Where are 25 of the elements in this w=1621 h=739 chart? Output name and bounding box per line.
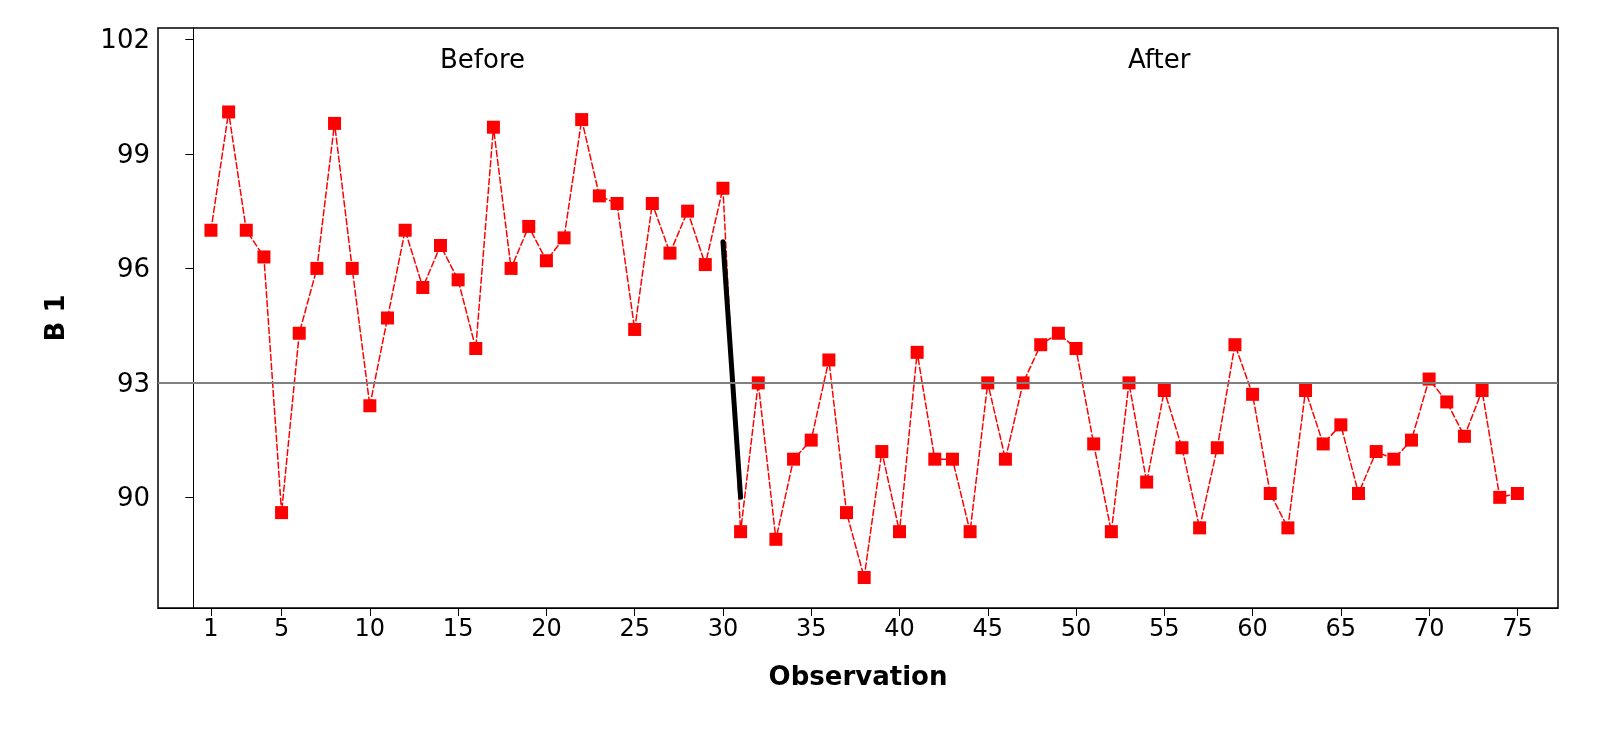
y-axis-title: B 1	[40, 294, 70, 342]
x-tick-label: 20	[531, 614, 562, 642]
y-tick-label: 93	[116, 367, 150, 398]
x-tick-label: 55	[1149, 614, 1180, 642]
x-tick-label: 1	[203, 614, 219, 642]
x-tick-label: 25	[619, 614, 650, 642]
y-tick-label: 102	[100, 24, 150, 55]
x-tick-label: 60	[1237, 614, 1268, 642]
x-tick-label: 5	[273, 614, 290, 642]
x-tick-label: 30	[707, 614, 739, 642]
x-tick-label: 75	[1502, 614, 1533, 642]
x-tick-label: 50	[1060, 614, 1092, 642]
annotation: After	[1128, 44, 1191, 74]
x-axis-title: Observation	[768, 661, 948, 691]
y-tick-label: 99	[116, 138, 150, 169]
x-tick-label: 65	[1325, 614, 1357, 642]
x-tick-label: 10	[354, 614, 386, 642]
x-tick-label: 70	[1413, 614, 1445, 642]
y-tick-label: 96	[116, 253, 150, 284]
annotation: Before	[440, 44, 526, 74]
x-tick-label: 15	[442, 614, 474, 642]
x-tick-label: 40	[884, 614, 915, 642]
x-tick-label: 35	[795, 614, 827, 642]
x-tick-label: 45	[972, 614, 1004, 642]
y-tick-label: 90	[116, 482, 150, 513]
